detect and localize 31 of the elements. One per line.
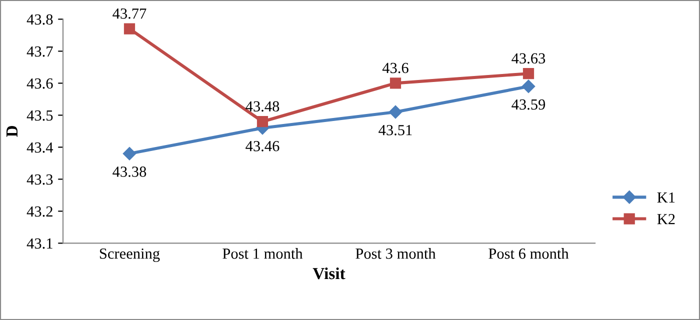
y-tick-label: 43.8 xyxy=(26,14,53,25)
x-tick-label: Post 6 month xyxy=(488,248,569,259)
point xyxy=(390,78,402,89)
point xyxy=(256,116,268,128)
data-label: 43.46 xyxy=(246,141,280,152)
x-tick-label: Post 1 month xyxy=(222,248,303,259)
data-label: 43.6 xyxy=(382,62,408,74)
x-tick-label: Post 3 month xyxy=(356,248,436,259)
point xyxy=(522,68,534,80)
data-label: 43.51 xyxy=(378,125,412,136)
y-tick-label: 43.4 xyxy=(26,142,54,153)
legend-label: K1 xyxy=(657,192,675,203)
point xyxy=(124,23,136,34)
data-label: 43.63 xyxy=(512,53,546,64)
y-axis-title: D xyxy=(6,126,18,137)
point xyxy=(122,147,136,160)
data-label: 43.48 xyxy=(246,101,280,112)
data-label: 43.38 xyxy=(112,166,146,177)
data-label: 43.59 xyxy=(512,99,546,110)
y-tick-label: 43.1 xyxy=(26,238,52,249)
x-axis-title: Visit xyxy=(312,267,346,280)
y-tick-label: 43.3 xyxy=(26,174,53,185)
y-tick-label: 43.7 xyxy=(26,46,53,57)
data-label: 43.77 xyxy=(112,8,146,19)
y-tick-label: 43.5 xyxy=(26,110,53,121)
legend-label: K2 xyxy=(657,214,675,224)
y-tick-label: 43.2 xyxy=(26,206,52,217)
point xyxy=(522,80,536,93)
point xyxy=(388,105,402,119)
x-tick-label: Screening xyxy=(100,248,160,262)
y-tick-label: 43.6 xyxy=(26,78,53,89)
